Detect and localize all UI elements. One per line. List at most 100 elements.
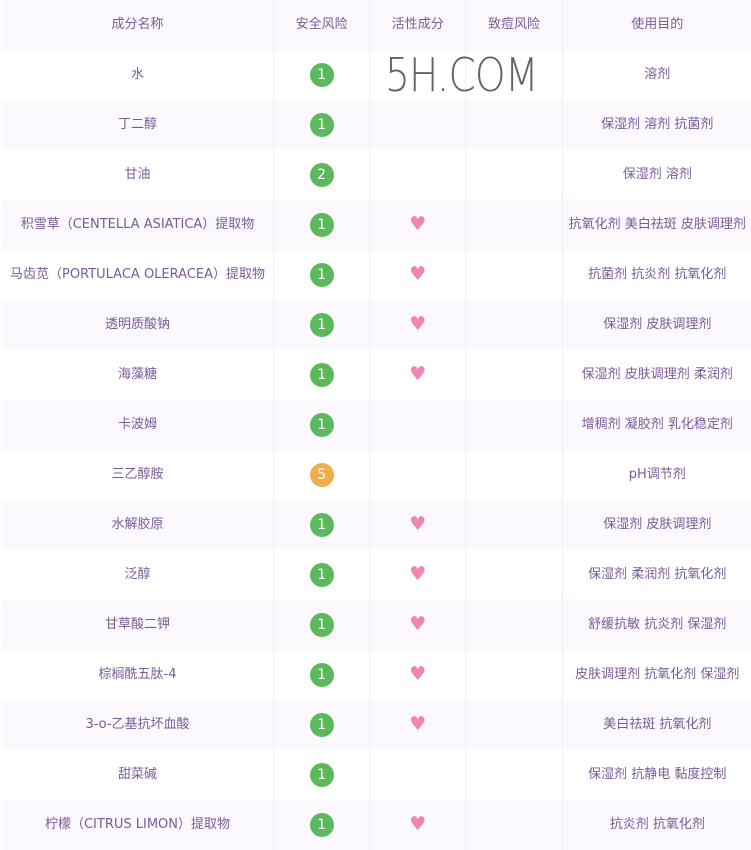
table-body: 水 1 溶剂 丁二醇 1 保湿剂 溶剂 抗菌剂 甘油 2 保湿剂 溶剂 积雪草（CENTELLA … — [2, 50, 751, 850]
safety-risk-cell: 1 — [273, 100, 371, 150]
header-purpose: 使用目的 — [562, 0, 751, 50]
ingredient-name: 马齿苋（PORTULACA OLERACEA）提取物 — [2, 250, 275, 300]
risk-badge: 5 — [309, 463, 334, 487]
purpose: 保湿剂 溶剂 — [562, 150, 751, 200]
table-row: 马齿苋（PORTULACA OLERACEA）提取物 1 ♥ 抗菌剂 抗炎剂 抗氧化剂 — [2, 250, 751, 300]
purpose: 舒缓抗敏 抗炎剂 保湿剂 — [562, 600, 751, 650]
active-cell: ♥ — [369, 700, 467, 750]
table-row: 柠檬（CITRUS LIMON）提取物 1 ♥ 抗炎剂 抗氧化剂 — [2, 800, 751, 850]
acne-risk-cell — [465, 450, 563, 500]
table-row: 甘油 2 保湿剂 溶剂 — [2, 150, 751, 200]
active-cell — [369, 100, 467, 150]
safety-risk-cell: 1 — [273, 600, 371, 650]
purpose: 抗菌剂 抗炎剂 抗氧化剂 — [562, 250, 751, 300]
acne-risk-cell — [465, 600, 563, 650]
acne-risk-cell — [465, 700, 563, 750]
table-row: 三乙醇胺 5 pH调节剂 — [2, 450, 751, 500]
purpose: pH调节剂 — [562, 450, 751, 500]
table-row: 甜菜碱 1 保湿剂 抗静电 黏度控制 — [2, 750, 751, 800]
table-row: 泛醇 1 ♥ 保湿剂 柔润剂 抗氧化剂 — [2, 550, 751, 600]
purpose: 皮肤调理剂 抗氧化剂 保湿剂 — [562, 650, 751, 700]
purpose: 保湿剂 皮肤调理剂 — [562, 500, 751, 550]
ingredient-name: 水解胶原 — [2, 500, 275, 550]
acne-risk-cell — [465, 500, 563, 550]
risk-badge: 1 — [309, 613, 334, 637]
risk-badge: 2 — [309, 163, 334, 187]
safety-risk-cell: 1 — [273, 400, 371, 450]
header-acne-risk: 致痘风险 — [465, 0, 563, 50]
active-cell: ♥ — [369, 600, 467, 650]
risk-badge: 1 — [309, 263, 334, 287]
table-row: 透明质酸钠 1 ♥ 保湿剂 皮肤调理剂 — [2, 300, 751, 350]
acne-risk-cell — [465, 300, 563, 350]
heart-icon: ♥ — [409, 562, 427, 585]
purpose: 保湿剂 皮肤调理剂 柔润剂 — [562, 350, 751, 400]
ingredient-name: 3-o-乙基抗坏血酸 — [2, 700, 275, 750]
table-row: 海藻糖 1 ♥ 保湿剂 皮肤调理剂 柔润剂 — [2, 350, 751, 400]
purpose: 抗氧化剂 美白祛斑 皮肤调理剂 — [562, 200, 751, 250]
purpose: 增稠剂 凝胶剂 乳化稳定剂 — [562, 400, 751, 450]
ingredient-name: 甜菜碱 — [2, 750, 275, 800]
risk-badge: 1 — [309, 363, 334, 387]
safety-risk-cell: 1 — [273, 500, 371, 550]
purpose: 保湿剂 皮肤调理剂 — [562, 300, 751, 350]
ingredient-name: 积雪草（CENTELLA ASIATICA）提取物 — [2, 200, 275, 250]
header-name: 成分名称 — [2, 0, 275, 50]
risk-badge: 1 — [309, 563, 334, 587]
heart-icon: ♥ — [409, 262, 427, 285]
purpose: 溶剂 — [562, 50, 751, 100]
heart-icon: ♥ — [409, 662, 427, 685]
active-cell: ♥ — [369, 650, 467, 700]
heart-icon: ♥ — [409, 312, 427, 335]
table-row: 水 1 溶剂 — [2, 50, 751, 100]
safety-risk-cell: 1 — [273, 350, 371, 400]
active-cell — [369, 450, 467, 500]
acne-risk-cell — [465, 250, 563, 300]
heart-icon: ♥ — [409, 712, 427, 735]
risk-badge: 1 — [309, 813, 334, 837]
table-header-row: 成分名称 安全风险 活性成分 致痘风险 使用目的 — [2, 0, 751, 50]
safety-risk-cell: 1 — [273, 800, 371, 850]
purpose: 保湿剂 抗静电 黏度控制 — [562, 750, 751, 800]
active-cell — [369, 400, 467, 450]
heart-icon: ♥ — [409, 362, 427, 385]
active-cell: ♥ — [369, 500, 467, 550]
purpose: 抗炎剂 抗氧化剂 — [562, 800, 751, 850]
ingredient-name: 柠檬（CITRUS LIMON）提取物 — [2, 800, 275, 850]
table-row: 棕榈酰五肽-4 1 ♥ 皮肤调理剂 抗氧化剂 保湿剂 — [2, 650, 751, 700]
risk-badge: 1 — [309, 663, 334, 687]
acne-risk-cell — [465, 750, 563, 800]
heart-icon: ♥ — [409, 512, 427, 535]
heart-icon: ♥ — [409, 212, 427, 235]
heart-icon: ♥ — [409, 612, 427, 635]
risk-badge: 1 — [309, 763, 334, 787]
ingredient-name: 泛醇 — [2, 550, 275, 600]
risk-badge: 1 — [309, 63, 334, 87]
risk-badge: 1 — [309, 213, 334, 237]
table-row: 卡波姆 1 增稠剂 凝胶剂 乳化稳定剂 — [2, 400, 751, 450]
acne-risk-cell — [465, 50, 563, 100]
acne-risk-cell — [465, 650, 563, 700]
ingredient-name: 水 — [2, 50, 275, 100]
acne-risk-cell — [465, 200, 563, 250]
active-cell: ♥ — [369, 800, 467, 850]
ingredient-name: 甘草酸二钾 — [2, 600, 275, 650]
safety-risk-cell: 1 — [273, 700, 371, 750]
acne-risk-cell — [465, 350, 563, 400]
safety-risk-cell: 1 — [273, 550, 371, 600]
ingredient-name: 丁二醇 — [2, 100, 275, 150]
risk-badge: 1 — [309, 113, 334, 137]
ingredient-name: 棕榈酰五肽-4 — [2, 650, 275, 700]
safety-risk-cell: 1 — [273, 750, 371, 800]
watermark-logo: 5H.COM — [385, 48, 539, 102]
ingredient-name: 甘油 — [2, 150, 275, 200]
active-cell — [369, 750, 467, 800]
purpose: 保湿剂 柔润剂 抗氧化剂 — [562, 550, 751, 600]
acne-risk-cell — [465, 150, 563, 200]
active-cell: ♥ — [369, 200, 467, 250]
header-safety-risk: 安全风险 — [273, 0, 371, 50]
ingredient-name: 透明质酸钠 — [2, 300, 275, 350]
table-row: 丁二醇 1 保湿剂 溶剂 抗菌剂 — [2, 100, 751, 150]
safety-risk-cell: 1 — [273, 200, 371, 250]
